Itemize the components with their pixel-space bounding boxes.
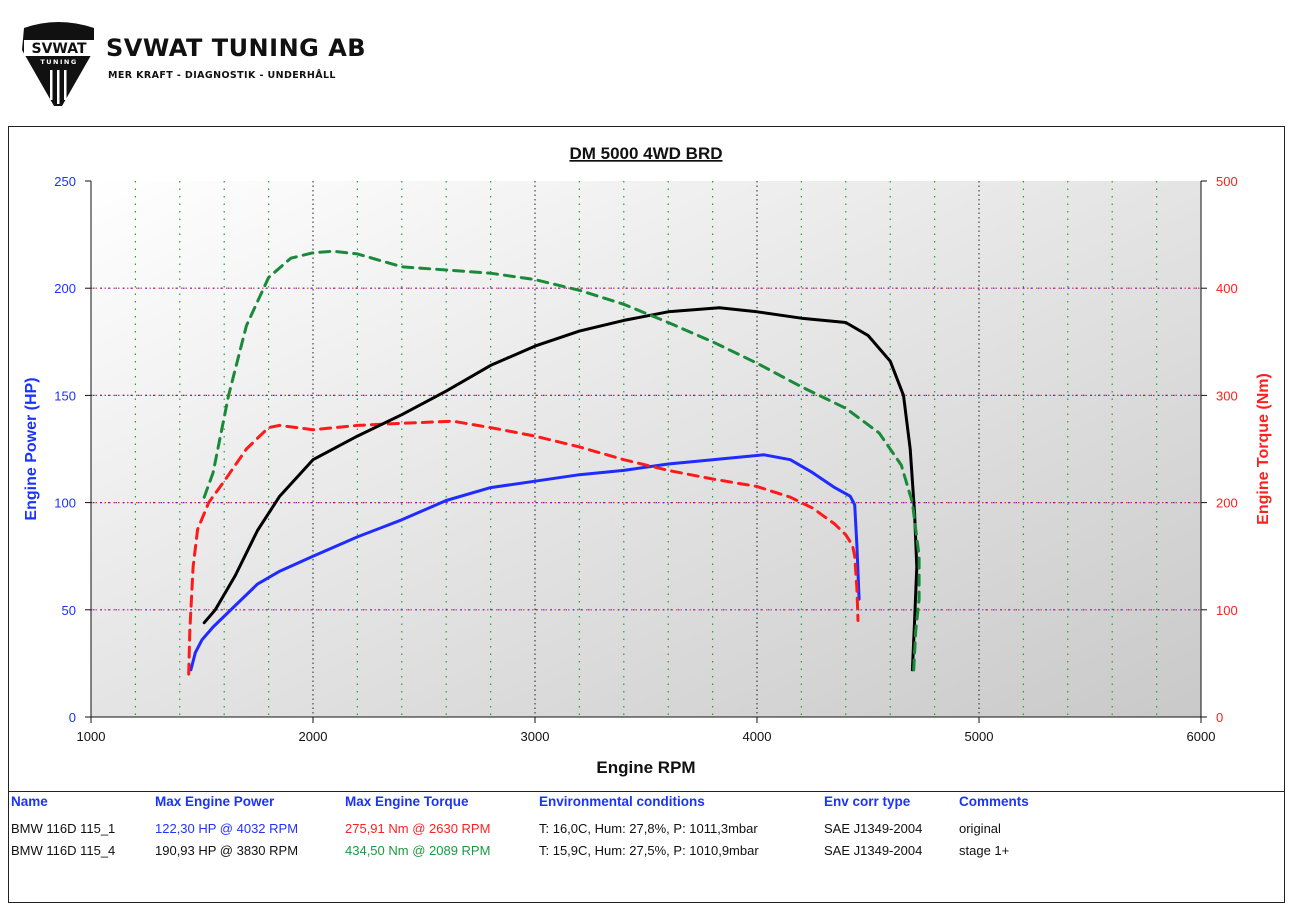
header-max-power: Max Engine Power — [155, 794, 275, 809]
y-left-tick-label: 50 — [62, 603, 76, 618]
x-tick-label: 2000 — [299, 729, 328, 744]
row2-name: BMW 116D 115_4 — [11, 843, 116, 858]
x-tick-label: 5000 — [965, 729, 994, 744]
x-axis-label: Engine RPM — [596, 758, 695, 777]
company-logo: SVWAT TUNING SVWAT TUNING AB MER KRAFT -… — [18, 20, 368, 110]
y-left-tick-label: 200 — [54, 281, 76, 296]
row1-comment: original — [959, 821, 1001, 836]
table-separator — [8, 791, 1285, 792]
series-line-4 — [202, 249, 921, 676]
y-axis-right-label: Engine Torque (Nm) — [1255, 373, 1272, 525]
row2-env: T: 15,9C, Hum: 27,5%, P: 1010,9mbar — [539, 843, 759, 858]
y-right-tick-label: 0 — [1216, 710, 1223, 725]
row1-env: T: 16,0C, Hum: 27,8%, P: 1011,3mbar — [539, 821, 758, 836]
series-group — [187, 249, 921, 676]
y-axis-left-label: Engine Power (HP) — [23, 377, 40, 520]
series-line-2 — [187, 419, 860, 676]
brand-name: SVWAT TUNING AB — [106, 34, 367, 62]
row2-corr: SAE J1349-2004 — [824, 843, 923, 858]
y-right-tick-label: 500 — [1216, 174, 1238, 189]
series-line-1 — [189, 453, 861, 672]
row1-corr: SAE J1349-2004 — [824, 821, 923, 836]
y-right-tick-label: 200 — [1216, 496, 1238, 511]
y-right-tick-label: 400 — [1216, 281, 1238, 296]
y-left-tick-label: 0 — [69, 710, 76, 725]
shield-logo-icon: SVWAT TUNING — [22, 22, 94, 106]
header-comments: Comments — [959, 794, 1029, 809]
header-env-conditions: Environmental conditions — [539, 794, 705, 809]
x-tick-label: 6000 — [1187, 729, 1216, 744]
row2-power: 190,93 HP @ 3830 RPM — [155, 843, 299, 858]
header-name: Name — [11, 794, 48, 809]
row2-comment: stage 1+ — [959, 843, 1010, 858]
axes: 1000 2000 3000 4000 5000 60000501001502002500… — [54, 174, 1237, 744]
row1-power: 122,30 HP @ 4032 RPM — [155, 821, 299, 836]
x-tick-label: 1000 — [77, 729, 106, 744]
y-left-tick-label: 150 — [54, 388, 76, 403]
header-max-torque: Max Engine Torque — [345, 794, 469, 809]
y-left-tick-label: 100 — [54, 496, 76, 511]
logo-badge-sub: TUNING — [40, 58, 77, 66]
y-left-tick-label: 250 — [54, 174, 76, 189]
y-right-tick-label: 100 — [1216, 603, 1238, 618]
series-line-3 — [202, 306, 919, 672]
chart-title: DM 5000 4WD BRD — [569, 144, 722, 163]
plot-area — [91, 181, 1201, 717]
x-tick-label: 3000 — [521, 729, 550, 744]
y-right-tick-label: 300 — [1216, 388, 1238, 403]
row1-torque: 275,91 Nm @ 2630 RPM — [345, 821, 491, 836]
x-tick-label: 4000 — [743, 729, 772, 744]
grid-lines — [91, 181, 1201, 717]
logo-badge-text: SVWAT — [31, 41, 86, 57]
row1-name: BMW 116D 115_1 — [11, 821, 116, 836]
row2-torque: 434,50 Nm @ 2089 RPM — [345, 843, 491, 858]
header-env-corr: Env corr type — [824, 794, 911, 809]
brand-tagline: MER KRAFT - DIAGNOSTIK - UNDERHÅLL — [108, 70, 336, 81]
